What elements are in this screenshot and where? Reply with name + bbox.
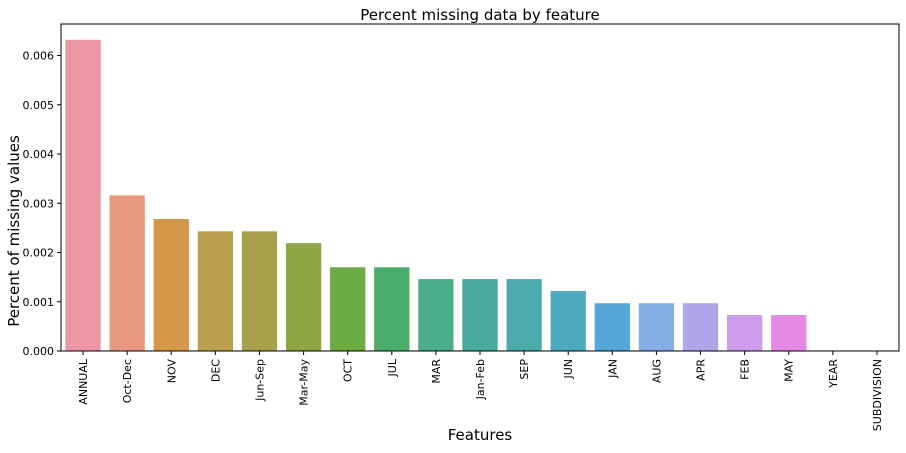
bar-jan-feb	[462, 279, 498, 351]
y-tick-label: 0.005	[23, 99, 55, 112]
x-axis-label: Features	[448, 426, 513, 444]
x-tick-label: Jun-Sep	[253, 359, 266, 402]
bar-mar	[418, 279, 454, 351]
bar-oct-dec	[109, 195, 145, 351]
bar-nov	[153, 219, 189, 351]
bar-jul	[374, 267, 410, 351]
x-tick-label: ANNUAL	[77, 358, 90, 405]
y-tick-label: 0.000	[23, 345, 55, 358]
bar-may	[771, 315, 807, 351]
x-tick-label: JAN	[606, 359, 619, 379]
x-ticks: ANNUAL Oct-Dec NOV DEC Jun-Sep Mar-May OCT JUL M…	[77, 351, 884, 431]
x-tick-label: FEB	[739, 359, 752, 380]
bar-feb	[726, 315, 763, 351]
y-ticks: 0.000 0.001 0.002 0.003 0.004 0.005 0.006	[23, 50, 61, 358]
bar-apr	[682, 303, 719, 351]
bar-jun-sep	[241, 231, 278, 351]
x-tick-label: NOV	[165, 359, 178, 384]
x-tick-label: Mar-May	[298, 359, 311, 406]
x-tick-label: MAY	[783, 359, 796, 382]
bar-jan	[594, 303, 630, 351]
y-tick-label: 0.003	[23, 197, 55, 210]
x-tick-label: JUN	[562, 359, 575, 380]
bar-oct	[330, 267, 366, 351]
x-tick-label: YEAR	[827, 359, 840, 389]
x-tick-label: JUL	[386, 358, 399, 377]
x-tick-label: AUG	[650, 359, 663, 383]
chart-title: Percent missing data by feature	[360, 6, 599, 24]
x-tick-label: APR	[695, 359, 708, 381]
x-tick-label: Jan-Feb	[474, 359, 487, 400]
x-tick-label: SEP	[518, 359, 531, 380]
bar-mar-may	[285, 243, 322, 351]
bar-jun	[550, 290, 586, 351]
bar-aug	[638, 303, 675, 351]
bars-layer	[65, 39, 807, 351]
x-tick-label: SUBDIVISION	[871, 359, 884, 431]
x-tick-label: MAR	[430, 359, 443, 384]
bar-dec	[197, 231, 234, 351]
bar-sep	[506, 279, 542, 351]
y-tick-label: 0.006	[23, 50, 55, 63]
y-tick-label: 0.002	[23, 247, 55, 260]
y-tick-label: 0.001	[23, 296, 55, 309]
y-tick-label: 0.004	[23, 148, 55, 161]
x-tick-label: Oct-Dec	[121, 359, 134, 403]
y-axis-label: Percent of missing values	[5, 135, 23, 327]
x-tick-label: OCT	[342, 359, 355, 382]
bar-annual	[65, 39, 101, 351]
x-tick-label: DEC	[209, 359, 222, 382]
plot-frame	[60, 23, 900, 352]
